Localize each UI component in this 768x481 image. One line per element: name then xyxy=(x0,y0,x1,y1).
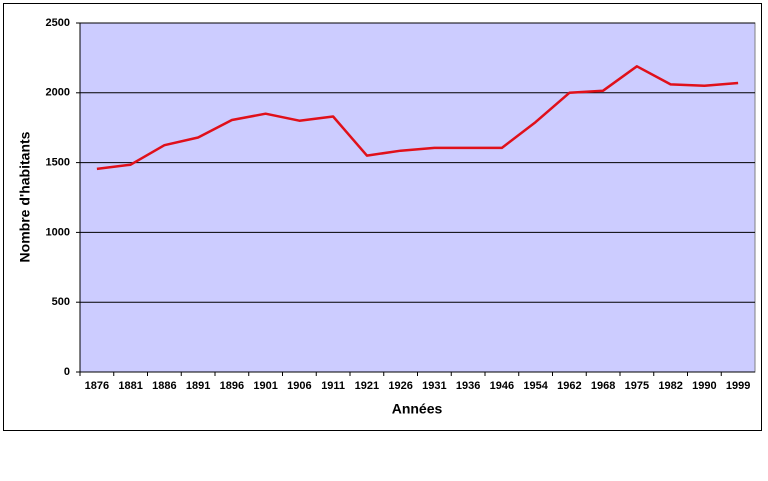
y-tick-label: 2500 xyxy=(46,17,70,29)
x-tick-label: 1921 xyxy=(355,380,379,392)
x-tick-label: 1926 xyxy=(388,380,412,392)
x-tick-label: 1946 xyxy=(490,380,514,392)
x-tick-label: 1975 xyxy=(625,380,649,392)
x-tick-label: 1886 xyxy=(152,380,176,392)
x-tick-label: 1968 xyxy=(591,380,615,392)
x-tick-label: 1881 xyxy=(118,380,142,392)
x-axis-title: Années xyxy=(392,401,443,417)
x-tick-label: 1982 xyxy=(658,380,682,392)
x-tick-label: 1999 xyxy=(726,380,750,392)
y-axis-title: Nombre d'habitants xyxy=(17,131,33,262)
x-tick-label: 1936 xyxy=(456,380,480,392)
x-tick-label: 1911 xyxy=(321,380,345,392)
x-tick-label: 1891 xyxy=(186,380,210,392)
y-tick-label: 1500 xyxy=(46,157,70,169)
x-tick-label: 1901 xyxy=(253,380,277,392)
y-tick-label: 2000 xyxy=(46,87,70,99)
x-tick-label: 1906 xyxy=(287,380,311,392)
x-tick-label: 1931 xyxy=(422,380,446,392)
data-line xyxy=(96,65,739,171)
x-tick-label: 1876 xyxy=(85,380,109,392)
x-tick-label: 1990 xyxy=(692,380,716,392)
plot-area xyxy=(79,22,756,373)
y-tick-label: 0 xyxy=(64,366,70,378)
x-tick-label: 1954 xyxy=(523,380,548,392)
x-tick-label: 1962 xyxy=(557,380,581,392)
x-tick-label: 1896 xyxy=(220,380,244,392)
y-tick-label: 500 xyxy=(52,296,70,308)
y-tick-label: 1000 xyxy=(46,226,70,238)
